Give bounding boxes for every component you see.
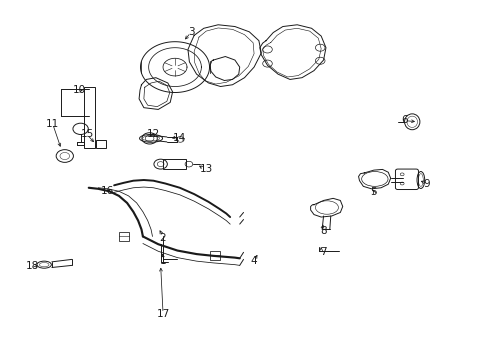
Text: 12: 12 [146,129,160,139]
Text: 4: 4 [250,256,257,266]
Text: 10: 10 [72,85,85,95]
Text: 7: 7 [320,247,326,257]
Text: 6: 6 [401,115,407,125]
Text: 9: 9 [423,179,429,189]
Text: 15: 15 [81,129,94,139]
Text: 14: 14 [173,133,186,143]
Text: 2: 2 [160,233,166,243]
Bar [96,140,106,148]
Text: 11: 11 [46,118,60,129]
Bar [209,251,219,260]
Text: 18: 18 [26,261,39,271]
Text: 13: 13 [199,165,212,174]
Bar [119,232,128,241]
Text: 1: 1 [160,256,166,266]
Text: 8: 8 [320,226,326,236]
Text: 5: 5 [370,187,376,197]
Text: 3: 3 [188,27,195,37]
Bar [163,159,185,170]
Text: 17: 17 [156,309,169,319]
Bar [84,86,94,148]
Text: 16: 16 [101,186,114,195]
